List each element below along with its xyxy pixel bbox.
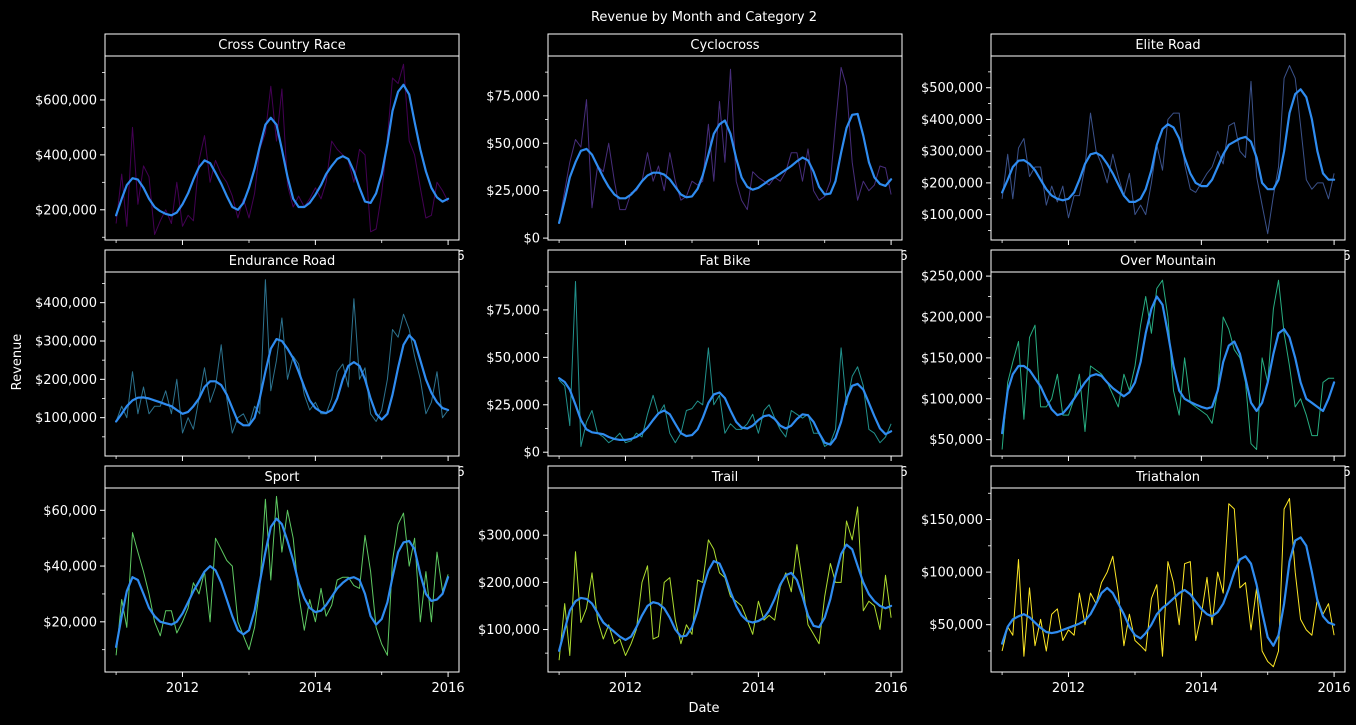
- y-axis-label: Revenue: [10, 334, 25, 391]
- series-raw-line: [115, 495, 449, 656]
- panel-9: Triathalon $50,000 $100,000 $150,000 2012 201…: [921, 465, 1351, 696]
- y-tick-label: $0: [523, 446, 540, 461]
- y-tick-label: $300,000: [921, 145, 983, 160]
- panel-grid: Cross Country Race $200,000 $400,000 $600,0…: [35, 33, 1351, 696]
- panel-title: Fat Bike: [699, 254, 750, 269]
- x-tick-label: 2012: [609, 681, 642, 696]
- y-tick-label: $25,000: [486, 398, 540, 413]
- panel-frame: [990, 271, 1346, 457]
- panel-5: Fat Bike$0$25,000$50,000$75,000201220142…: [486, 249, 908, 480]
- series-smooth-line: [1000, 295, 1336, 435]
- y-tick-label: $60,000: [43, 504, 97, 519]
- panel-8: Trail $100,000 $200,000 $300,000 2012 2014 201…: [478, 465, 908, 696]
- series-raw-line: [1001, 498, 1335, 668]
- series-raw-line: [558, 66, 892, 223]
- y-tick-label: $40,000: [43, 560, 97, 575]
- panel-title: Triathalon: [1135, 470, 1200, 485]
- panel-7: Sport $20,000 $40,000 $60,000 2012 2014 2016: [43, 465, 465, 696]
- y-tick-label: $25,000: [486, 184, 540, 199]
- series-raw-line: [115, 63, 449, 235]
- panel-title: Cross Country Race: [218, 38, 345, 53]
- y-tick-label: $75,000: [486, 303, 540, 318]
- y-tick-label: $100,000: [921, 392, 983, 407]
- panel-frame: [104, 271, 460, 457]
- series-smooth-line: [557, 543, 893, 652]
- series-smooth-line: [557, 112, 893, 224]
- y-tick-label: $150,000: [921, 513, 983, 528]
- y-tick-label: $600,000: [35, 93, 97, 108]
- panel-title: Sport: [265, 470, 300, 485]
- y-tick-label: $150,000: [921, 351, 983, 366]
- y-tick-label: $400,000: [35, 296, 97, 311]
- y-tick-label: $300,000: [478, 529, 540, 544]
- panel-frame: [104, 55, 460, 241]
- y-tick-label: $20,000: [43, 615, 97, 630]
- series-smooth-line: [557, 377, 893, 446]
- panel-frame: [547, 271, 903, 457]
- y-tick-label: $200,000: [478, 576, 540, 591]
- x-tick-label: 2016: [432, 681, 465, 696]
- y-tick-label: $50,000: [929, 433, 983, 448]
- y-tick-label: $100,000: [35, 411, 97, 426]
- series-raw-line: [1001, 279, 1335, 450]
- panel-title: Over Mountain: [1120, 254, 1216, 269]
- y-tick-label: $200,000: [35, 373, 97, 388]
- y-tick-label: $200,000: [921, 310, 983, 325]
- series-smooth-line: [114, 517, 450, 649]
- panel-frame: [990, 55, 1346, 241]
- x-axis-label: Date: [688, 701, 719, 716]
- panel-title: Elite Road: [1135, 38, 1200, 53]
- y-tick-label: $100,000: [921, 208, 983, 223]
- series-smooth-line: [1000, 88, 1336, 203]
- y-tick-label: $50,000: [486, 351, 540, 366]
- y-tick-label: $100,000: [478, 623, 540, 638]
- series-smooth-line: [1000, 536, 1336, 647]
- panel-2: Cyclocross$0$25,000$50,000$75,0002012201…: [486, 33, 908, 264]
- panel-title: Trail: [711, 470, 739, 485]
- x-tick-label: 2014: [742, 681, 775, 696]
- y-tick-label: $0: [523, 232, 540, 247]
- panel-frame: [990, 487, 1346, 673]
- y-tick-label: $75,000: [486, 89, 540, 104]
- x-tick-label: 2014: [1185, 681, 1218, 696]
- panel-title: Endurance Road: [229, 254, 335, 269]
- y-tick-label: $50,000: [486, 137, 540, 152]
- figure-title: Revenue by Month and Category 2: [591, 10, 817, 25]
- y-tick-label: $50,000: [929, 618, 983, 633]
- y-tick-label: $300,000: [35, 335, 97, 350]
- series-smooth-line: [114, 83, 450, 217]
- y-tick-label: $400,000: [35, 148, 97, 163]
- y-tick-label: $200,000: [921, 176, 983, 191]
- x-tick-label: 2016: [875, 681, 908, 696]
- x-tick-label: 2014: [299, 681, 332, 696]
- series-raw-line: [1001, 65, 1335, 235]
- series-raw-line: [115, 279, 449, 434]
- series-smooth-line: [114, 334, 450, 427]
- panel-title: Cyclocross: [690, 38, 759, 53]
- y-tick-label: $250,000: [921, 270, 983, 285]
- panel-frame: [104, 487, 460, 673]
- x-tick-label: 2016: [1318, 681, 1351, 696]
- y-tick-label: $400,000: [921, 113, 983, 128]
- panel-frame: [547, 55, 903, 241]
- x-tick-label: 2012: [166, 681, 199, 696]
- x-tick-label: 2012: [1052, 681, 1085, 696]
- y-tick-label: $200,000: [35, 203, 97, 218]
- y-tick-label: $500,000: [921, 81, 983, 96]
- y-tick-label: $100,000: [921, 566, 983, 581]
- panel-frame: [547, 487, 903, 673]
